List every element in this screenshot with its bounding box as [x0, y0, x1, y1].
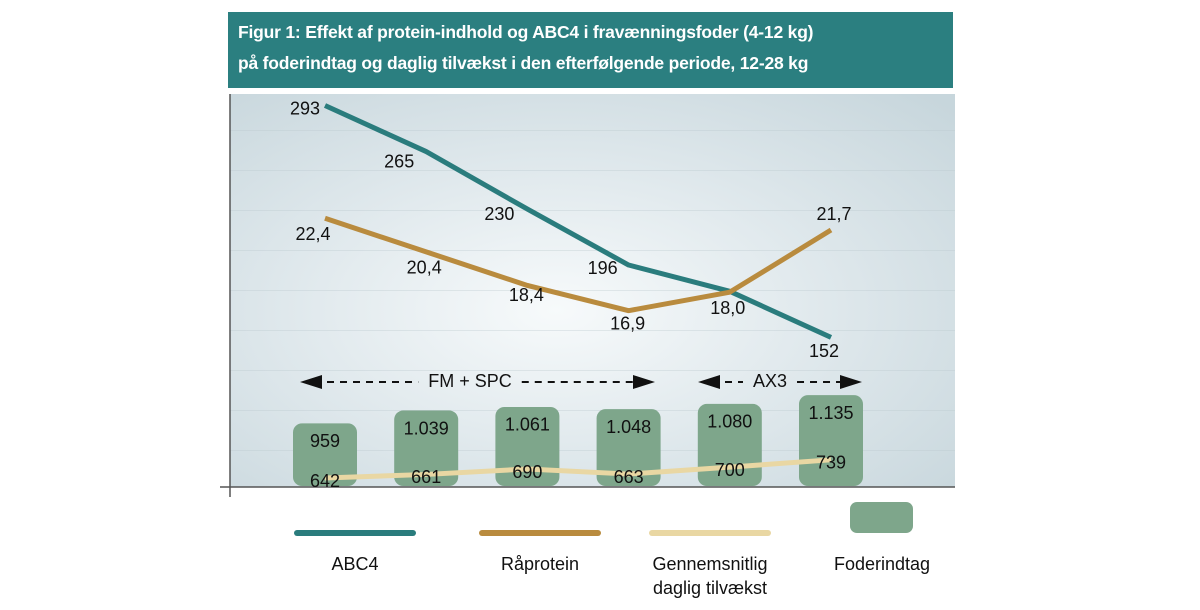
- data-label: 18,0: [710, 298, 745, 318]
- bar-label: 1.061: [505, 415, 550, 435]
- data-label: 642: [310, 471, 340, 491]
- data-label: 661: [411, 467, 441, 487]
- data-label: 21,7: [816, 204, 851, 224]
- arrow-head: [698, 375, 720, 389]
- line: [324, 457, 832, 481]
- title-box: Figur 1: Effekt af protein-indhold og AB…: [228, 12, 953, 88]
- legend-label: Gennemsnitlig daglig tilvækst: [652, 554, 768, 598]
- arrow-head: [300, 375, 322, 389]
- arrow-head: [633, 375, 655, 389]
- line: [323, 103, 833, 340]
- legend-label: Råprotein: [500, 554, 580, 574]
- bar-label: 1.135: [808, 403, 853, 423]
- bar: [293, 423, 357, 486]
- line: [324, 215, 833, 314]
- plot: 959 1.039 1.061 1.048 1.080 1.135 293 265 230 196…: [290, 98, 863, 491]
- data-label: 22,4: [295, 224, 330, 244]
- data-label: 663: [614, 467, 644, 487]
- annotation: FM + SPC: [428, 371, 512, 391]
- bar-label: 959: [310, 431, 340, 451]
- bar: [596, 409, 661, 486]
- bar-label: 1.048: [606, 417, 651, 437]
- data-label: 690: [512, 462, 542, 482]
- chart-title: på foderindtag og daglig tilvækst i den …: [238, 53, 809, 73]
- legend-label: Foderindtag: [833, 554, 931, 574]
- data-label: 293: [290, 98, 320, 118]
- chart-title: Figur 1: Effekt af protein-indhold og AB…: [238, 22, 814, 42]
- bar: [394, 410, 459, 486]
- data-label: 196: [588, 258, 618, 278]
- legend-label: ABC4: [331, 554, 379, 574]
- bar-label: 1.080: [707, 412, 752, 432]
- bar: [495, 406, 560, 486]
- annotation: AX3: [753, 371, 787, 391]
- data-label: 18,4: [509, 285, 544, 305]
- data-label: 230: [484, 204, 514, 224]
- data-label: 152: [809, 341, 839, 361]
- bar-label: 1.039: [404, 418, 449, 438]
- data-label: 16,9: [610, 313, 645, 333]
- data-label: 265: [384, 151, 414, 171]
- arrow-head: [840, 375, 862, 389]
- data-label: 700: [715, 460, 745, 480]
- data-label: 739: [816, 453, 846, 473]
- legend-swatch: [850, 502, 913, 533]
- data-label: 20,4: [407, 258, 442, 278]
